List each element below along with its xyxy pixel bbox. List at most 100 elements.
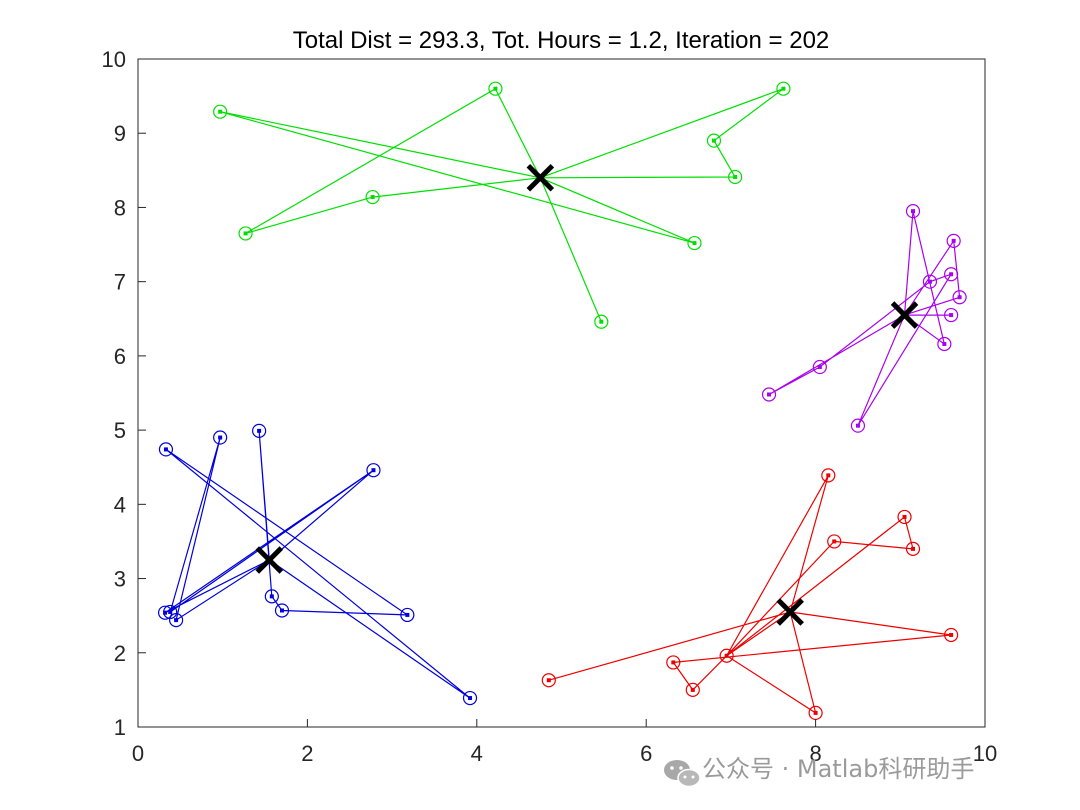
- customer-dot: [767, 392, 772, 397]
- customer-dot: [218, 109, 223, 114]
- customer-point: [761, 387, 777, 402]
- y-tick-label: 1: [114, 715, 126, 740]
- customer-dot: [493, 86, 498, 91]
- customer-dot: [370, 195, 375, 200]
- y-tick-label: 8: [114, 195, 126, 220]
- customer-point: [905, 541, 921, 556]
- depot-marker-2: [255, 546, 284, 574]
- customer-point: [488, 81, 503, 96]
- customer-dot: [949, 313, 954, 318]
- y-tick-label: 9: [114, 121, 126, 146]
- customer-dot: [942, 342, 947, 347]
- customer-dot: [911, 546, 916, 551]
- customer-dot: [692, 241, 697, 246]
- customer-dot: [371, 468, 376, 473]
- customer-dot: [168, 609, 173, 614]
- y-tick-label: 2: [114, 641, 126, 666]
- customer-dot: [927, 279, 932, 284]
- customer-dot: [711, 138, 716, 143]
- y-tick-label: 6: [114, 344, 126, 369]
- x-tick-label: 6: [640, 741, 652, 766]
- depot-marker-3: [776, 598, 804, 626]
- customer-dot: [279, 608, 284, 613]
- customer-dot: [243, 231, 248, 236]
- customer-point: [158, 605, 173, 620]
- customer-dot: [949, 272, 954, 277]
- x-tick-label: 0: [132, 741, 144, 766]
- customer-dot: [257, 428, 262, 433]
- x-tick-label: 4: [471, 741, 483, 766]
- customer-dot: [949, 632, 954, 637]
- customer-dot: [733, 175, 738, 180]
- customer-dot: [599, 319, 604, 324]
- customer-dot: [405, 612, 410, 617]
- customer-point: [937, 336, 952, 352]
- customer-point: [944, 627, 959, 643]
- customer-point: [252, 423, 267, 438]
- customer-point: [666, 655, 681, 670]
- customer-dot: [957, 295, 962, 300]
- y-tick-label: 7: [114, 270, 126, 295]
- y-tick-label: 10: [102, 47, 126, 72]
- customer-point: [905, 204, 921, 219]
- customer-point: [687, 235, 702, 251]
- customer-point: [213, 104, 228, 119]
- x-tick-label: 10: [973, 741, 997, 766]
- customer-point: [365, 189, 380, 205]
- customer-point: [944, 267, 959, 282]
- customer-dot: [826, 473, 831, 478]
- depots-layer: [255, 163, 919, 626]
- customer-point: [821, 468, 836, 483]
- customer-point: [946, 233, 961, 248]
- markers-layer: [158, 81, 967, 720]
- customer-dot: [690, 687, 695, 692]
- customer-dot: [832, 539, 837, 544]
- customer-point: [274, 603, 290, 618]
- x-tick-label: 2: [301, 741, 313, 766]
- customer-dot: [269, 594, 274, 599]
- x-tick-label: 8: [809, 741, 821, 766]
- customer-dot: [163, 610, 168, 615]
- customer-point: [238, 226, 253, 241]
- customer-dot: [911, 209, 916, 214]
- customer-point: [594, 314, 609, 329]
- y-tick-label: 5: [114, 418, 126, 443]
- customer-point: [158, 442, 174, 457]
- customer-point: [541, 673, 556, 688]
- customer-point: [213, 430, 228, 445]
- customer-dot: [218, 435, 223, 440]
- y-tick-label: 4: [114, 492, 126, 517]
- wechat-icon: [664, 760, 701, 788]
- customer-dot: [781, 86, 786, 91]
- route-line-3: [548, 475, 952, 715]
- customer-point: [264, 589, 279, 604]
- customer-dot: [468, 696, 473, 701]
- customer-point: [685, 682, 700, 697]
- customer-dot: [671, 660, 676, 665]
- customer-point: [776, 81, 791, 96]
- customer-point: [952, 290, 967, 305]
- watermark-text: 公众号 · Matlab科研助手: [702, 755, 974, 783]
- customer-dot: [163, 447, 168, 452]
- customer-dot: [855, 423, 860, 428]
- customer-dot: [546, 678, 551, 683]
- customer-point: [366, 463, 381, 478]
- customer-point: [728, 169, 743, 185]
- customer-point: [812, 359, 827, 375]
- customer-point: [719, 648, 734, 663]
- customer-point: [897, 509, 912, 525]
- depot-marker-1: [890, 301, 919, 329]
- customer-point: [850, 418, 866, 433]
- customer-dot: [174, 618, 179, 623]
- chart-title: Total Dist = 293.3, Tot. Hours = 1.2, It…: [293, 27, 830, 54]
- plot-background: [138, 59, 985, 727]
- watermark: 公众号 · Matlab科研助手: [664, 755, 974, 788]
- route-line-2: [164, 430, 471, 699]
- depot-marker-0: [526, 163, 555, 192]
- customer-point: [706, 133, 722, 148]
- y-tick-label: 3: [114, 567, 126, 592]
- customer-point: [169, 613, 184, 628]
